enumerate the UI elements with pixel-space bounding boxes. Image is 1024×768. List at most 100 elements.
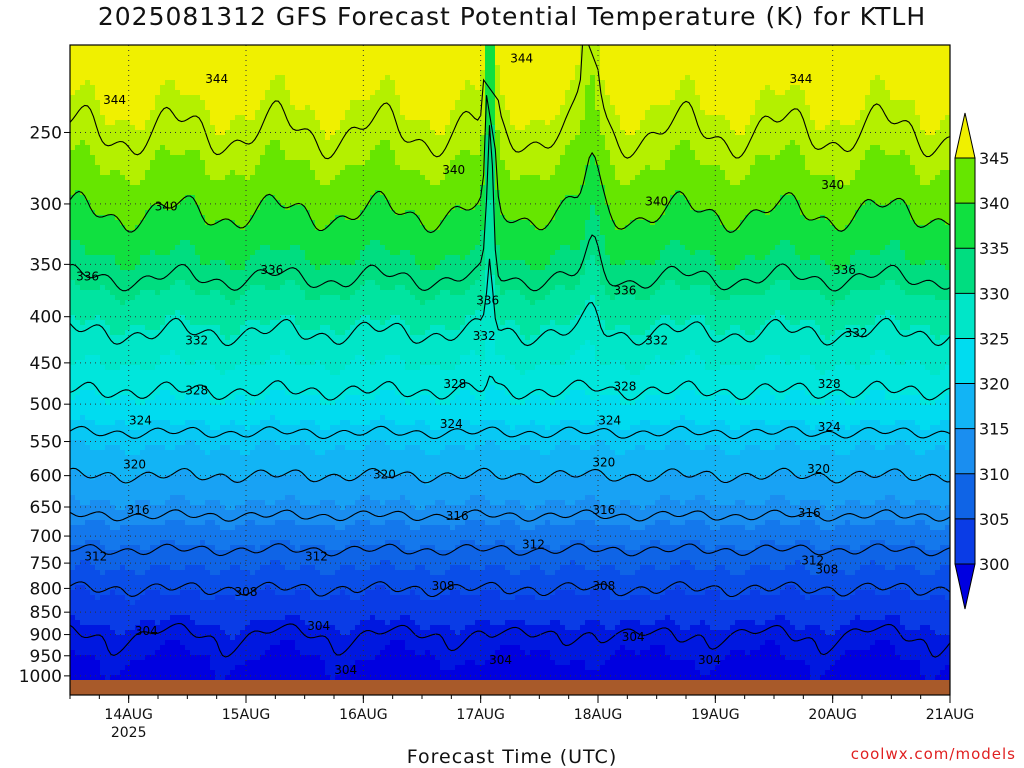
field-cell xyxy=(170,70,176,76)
field-cell xyxy=(85,220,91,226)
field-cell xyxy=(205,175,211,181)
field-cell xyxy=(140,295,146,301)
field-cell xyxy=(235,485,241,491)
field-cell xyxy=(130,620,136,626)
field-cell xyxy=(95,425,101,431)
field-cell xyxy=(75,55,81,61)
field-cell xyxy=(230,625,236,631)
field-cell xyxy=(85,550,91,556)
field-cell xyxy=(245,420,251,426)
field-cell xyxy=(205,665,211,671)
field-cell xyxy=(140,305,146,311)
field-cell xyxy=(100,355,106,361)
field-cell xyxy=(135,415,141,421)
field-cell xyxy=(150,200,156,206)
field-cell xyxy=(155,450,161,456)
field-cell xyxy=(140,215,146,221)
field-cell xyxy=(245,315,251,321)
field-cell xyxy=(180,545,186,551)
field-cell xyxy=(205,180,211,186)
field-cell xyxy=(150,255,156,261)
field-cell xyxy=(150,620,156,626)
field-cell xyxy=(240,340,246,346)
field-cell xyxy=(220,285,226,291)
field-cell xyxy=(100,310,106,316)
field-cell xyxy=(210,625,216,631)
field-cell xyxy=(130,430,136,436)
field-cell xyxy=(210,520,216,526)
field-cell xyxy=(190,595,196,601)
field-cell xyxy=(155,655,161,661)
field-cell xyxy=(235,105,241,111)
field-cell xyxy=(185,185,191,191)
field-cell xyxy=(140,580,146,586)
field-cell xyxy=(180,475,186,481)
field-cell xyxy=(160,230,166,236)
field-cell xyxy=(100,335,106,341)
field-cell xyxy=(210,350,216,356)
field-cell xyxy=(80,265,86,271)
field-cell xyxy=(85,50,91,56)
field-cell xyxy=(225,360,231,366)
field-cell xyxy=(205,415,211,421)
field-cell xyxy=(135,70,141,76)
field-cell xyxy=(105,675,111,681)
field-cell xyxy=(185,70,191,76)
field-cell xyxy=(195,400,201,406)
field-cell xyxy=(90,200,96,206)
field-cell xyxy=(105,200,111,206)
field-cell xyxy=(195,650,201,656)
field-cell xyxy=(70,630,76,636)
field-cell xyxy=(225,175,231,181)
field-cell xyxy=(255,485,261,491)
field-cell xyxy=(115,470,121,476)
field-cell xyxy=(120,155,126,161)
field-cell xyxy=(120,405,126,411)
field-cell xyxy=(150,65,156,71)
field-cell xyxy=(145,460,151,466)
field-cell xyxy=(210,190,216,196)
field-cell xyxy=(230,245,236,251)
field-cell xyxy=(130,65,136,71)
field-cell xyxy=(230,575,236,581)
field-cell xyxy=(240,125,246,131)
field-cell xyxy=(255,575,261,581)
field-cell xyxy=(90,535,96,541)
field-cell xyxy=(210,220,216,226)
field-cell xyxy=(165,345,171,351)
field-cell xyxy=(105,355,111,361)
field-cell xyxy=(125,465,131,471)
field-cell xyxy=(90,85,96,91)
field-cell xyxy=(150,600,156,606)
field-cell xyxy=(200,235,206,241)
field-cell xyxy=(115,90,121,96)
field-cell xyxy=(155,165,161,171)
field-cell xyxy=(245,355,251,361)
field-cell xyxy=(105,550,111,556)
field-cell xyxy=(195,510,201,516)
field-cell xyxy=(155,665,161,671)
field-cell xyxy=(245,350,251,356)
field-cell xyxy=(150,340,156,346)
field-cell xyxy=(75,410,81,416)
field-cell xyxy=(250,55,256,61)
field-cell xyxy=(80,170,86,176)
field-cell xyxy=(235,500,241,506)
field-cell xyxy=(250,640,256,646)
field-cell xyxy=(245,230,251,236)
field-cell xyxy=(135,505,141,511)
field-cell xyxy=(110,410,116,416)
field-cell xyxy=(120,275,126,281)
field-cell xyxy=(210,450,216,456)
field-cell xyxy=(160,135,166,141)
field-cell xyxy=(245,395,251,401)
field-cell xyxy=(155,280,161,286)
field-cell xyxy=(185,490,191,496)
field-cell xyxy=(220,265,226,271)
field-cell xyxy=(115,480,121,486)
field-cell xyxy=(235,85,241,91)
field-cell xyxy=(170,210,176,216)
field-cell xyxy=(75,620,81,626)
field-cell xyxy=(185,415,191,421)
field-cell xyxy=(75,570,81,576)
